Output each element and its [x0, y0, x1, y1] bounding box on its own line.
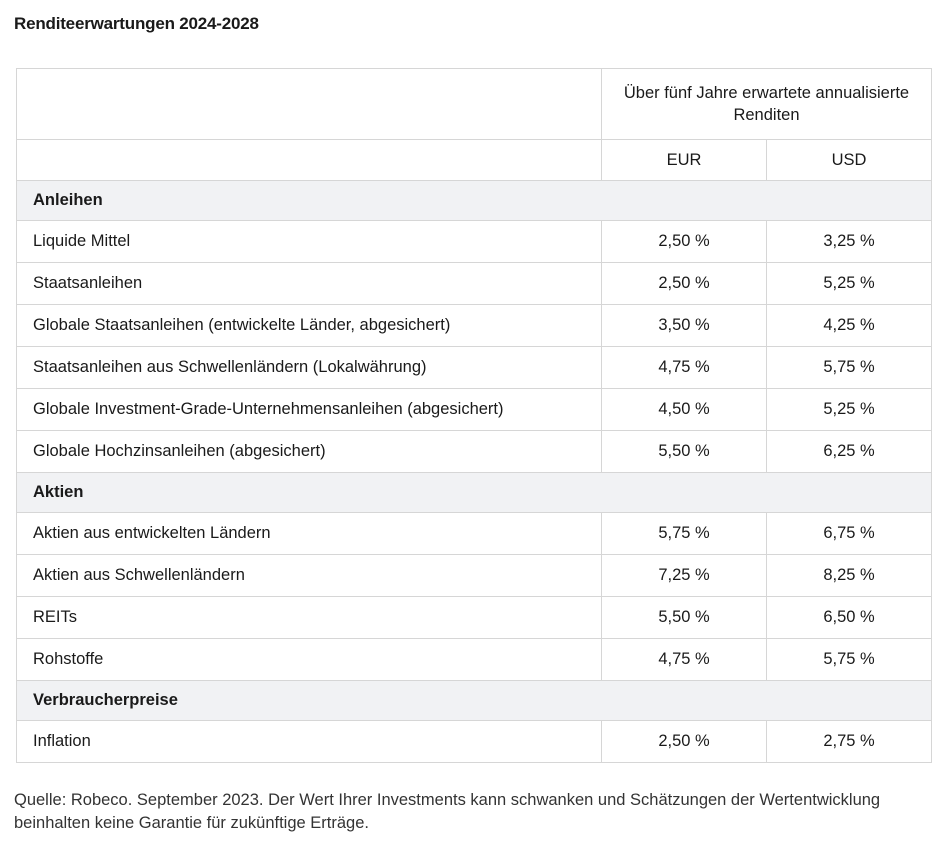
asset-class-label: Rohstoffe [16, 638, 602, 681]
table-row: Inflation 2,50 % 2,75 % [16, 720, 932, 763]
usd-return-value: 6,50 % [766, 596, 932, 639]
table-row: Liquide Mittel 2,50 % 3,25 % [16, 220, 932, 263]
eur-return-value: 3,50 % [601, 304, 767, 347]
usd-return-value: 5,75 % [766, 346, 932, 389]
table-row: Aktien aus Schwellenländern 7,25 % 8,25 % [16, 554, 932, 597]
eur-return-value: 5,75 % [601, 512, 767, 555]
usd-return-value: 5,25 % [766, 388, 932, 431]
asset-class-label: Liquide Mittel [16, 220, 602, 263]
section-title: Verbraucherpreise [16, 680, 932, 721]
usd-return-value: 2,75 % [766, 720, 932, 763]
usd-return-value: 6,25 % [766, 430, 932, 473]
header-currency-eur: EUR [601, 139, 767, 181]
eur-return-value: 7,25 % [601, 554, 767, 597]
usd-return-value: 5,75 % [766, 638, 932, 681]
usd-return-value: 3,25 % [766, 220, 932, 263]
eur-return-value: 2,50 % [601, 220, 767, 263]
table-row: Aktien aus entwickelten Ländern 5,75 % 6,7… [16, 512, 932, 555]
asset-class-label: Inflation [16, 720, 602, 763]
table-row: Globale Investment-Grade-Unternehmensanl… [16, 388, 932, 431]
table-row: Globale Staatsanleihen (entwickelte Länd… [16, 304, 932, 347]
header-empty-cell [16, 139, 602, 181]
eur-return-value: 5,50 % [601, 430, 767, 473]
section-title: Anleihen [16, 180, 932, 221]
table-row: REITs 5,50 % 6,50 % [16, 596, 932, 639]
header-row-currency: EUR USD [16, 139, 932, 181]
table-row: Rohstoffe 4,75 % 5,75 % [16, 638, 932, 681]
header-currency-usd: USD [766, 139, 932, 181]
asset-class-label: Staatsanleihen [16, 262, 602, 305]
asset-class-label: Globale Hochzinsanleihen (abgesichert) [16, 430, 602, 473]
section-row: Anleihen [16, 180, 932, 221]
asset-class-label: REITs [16, 596, 602, 639]
usd-return-value: 8,25 % [766, 554, 932, 597]
returns-table-body: Über fünf Jahre erwartete annualisierte … [16, 68, 932, 763]
usd-return-value: 6,75 % [766, 512, 932, 555]
usd-return-value: 4,25 % [766, 304, 932, 347]
table-row: Staatsanleihen 2,50 % 5,25 % [16, 262, 932, 305]
table-row: Globale Hochzinsanleihen (abgesichert) 5,… [16, 430, 932, 473]
asset-class-label: Aktien aus entwickelten Ländern [16, 512, 602, 555]
usd-return-value: 5,25 % [766, 262, 932, 305]
section-row: Verbraucherpreise [16, 680, 932, 721]
header-period-label: Über fünf Jahre erwartete annualisierte … [601, 68, 932, 140]
asset-class-label: Aktien aus Schwellenländern [16, 554, 602, 597]
eur-return-value: 2,50 % [601, 262, 767, 305]
section-title: Aktien [16, 472, 932, 513]
eur-return-value: 5,50 % [601, 596, 767, 639]
source-note: Quelle: Robeco. September 2023. Der Wert… [14, 791, 881, 832]
asset-class-label: Globale Investment-Grade-Unternehmensanl… [16, 388, 602, 431]
eur-return-value: 4,50 % [601, 388, 767, 431]
section-row: Aktien [16, 472, 932, 513]
table-title: Renditeerwartungen 2024-2028 [14, 14, 259, 33]
asset-class-label: Staatsanleihen aus Schwellenländern (Lok… [16, 346, 602, 389]
asset-class-label: Globale Staatsanleihen (entwickelte Länd… [16, 304, 602, 347]
eur-return-value: 4,75 % [601, 638, 767, 681]
eur-return-value: 2,50 % [601, 720, 767, 763]
header-empty-cell [16, 68, 602, 140]
returns-table: Über fünf Jahre erwartete annualisierte … [16, 68, 932, 763]
header-row-period: Über fünf Jahre erwartete annualisierte … [16, 68, 932, 140]
eur-return-value: 4,75 % [601, 346, 767, 389]
table-row: Staatsanleihen aus Schwellenländern (Lok… [16, 346, 932, 389]
